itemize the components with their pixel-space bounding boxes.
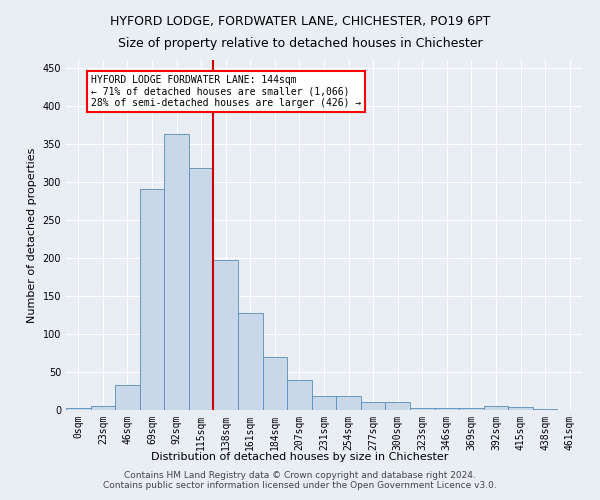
Text: Size of property relative to detached houses in Chichester: Size of property relative to detached ho… (118, 38, 482, 51)
Text: HYFORD LODGE, FORDWATER LANE, CHICHESTER, PO19 6PT: HYFORD LODGE, FORDWATER LANE, CHICHESTER… (110, 15, 490, 28)
Text: Contains HM Land Registry data © Crown copyright and database right 2024.
Contai: Contains HM Land Registry data © Crown c… (103, 470, 497, 490)
Bar (263, 356, 287, 410)
Bar (533, 409, 557, 410)
Bar (361, 402, 385, 410)
Bar (140, 190, 164, 410)
Bar (484, 406, 508, 410)
Bar (164, 134, 189, 410)
Bar (189, 168, 214, 410)
Y-axis label: Number of detached properties: Number of detached properties (27, 148, 37, 322)
Bar (434, 408, 459, 410)
Bar (287, 380, 312, 410)
Bar (410, 408, 434, 410)
Bar (115, 385, 140, 410)
Text: Distribution of detached houses by size in Chichester: Distribution of detached houses by size … (151, 452, 449, 462)
Text: HYFORD LODGE FORDWATER LANE: 144sqm
← 71% of detached houses are smaller (1,066): HYFORD LODGE FORDWATER LANE: 144sqm ← 71… (91, 75, 361, 108)
Bar (214, 260, 238, 410)
Bar (91, 406, 115, 410)
Bar (66, 408, 91, 410)
Bar (508, 407, 533, 410)
Bar (238, 314, 263, 410)
Bar (336, 396, 361, 410)
Bar (459, 408, 484, 410)
Bar (385, 402, 410, 410)
Bar (312, 396, 336, 410)
